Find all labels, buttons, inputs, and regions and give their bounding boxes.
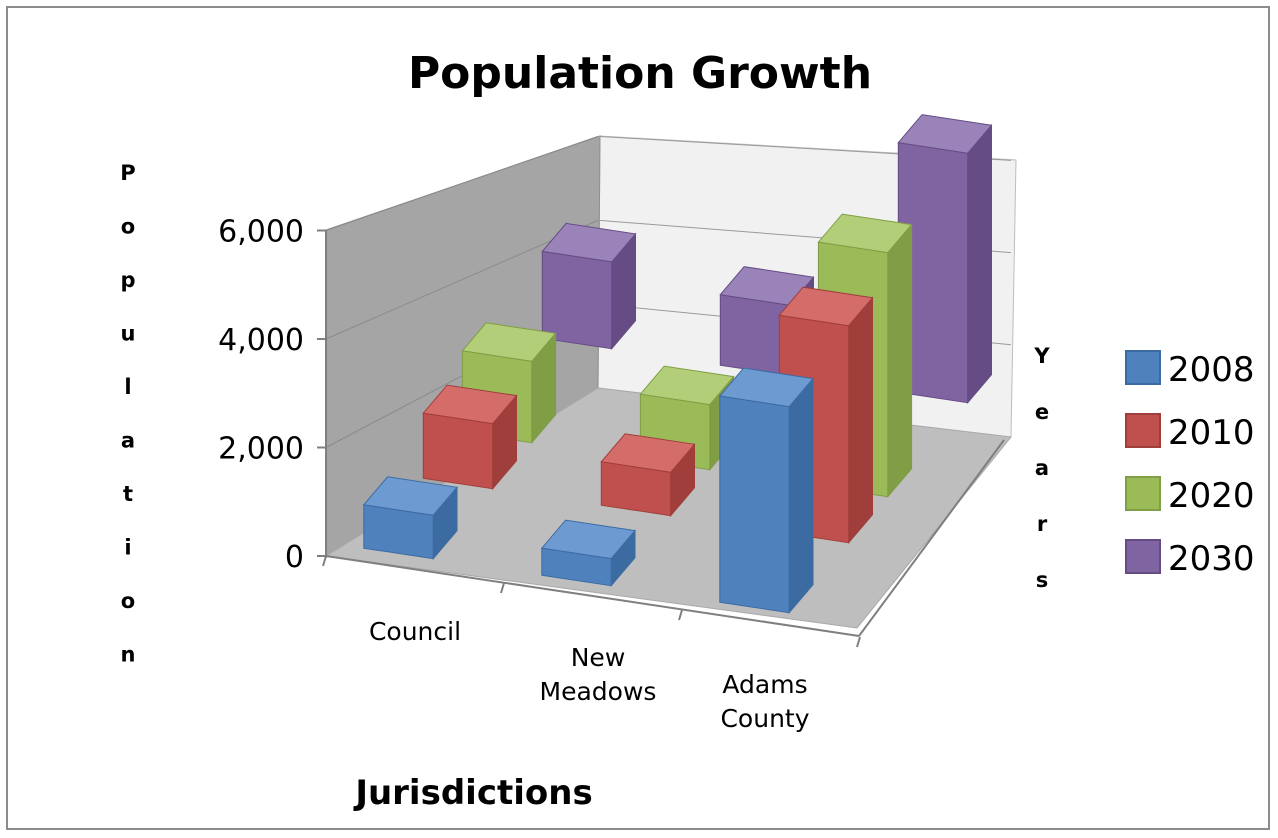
bars — [362, 114, 993, 615]
bar-side — [848, 296, 873, 545]
bar-side — [887, 223, 913, 499]
x-axis-line — [325, 555, 860, 637]
bar-new-meadows-2008 — [540, 519, 636, 588]
bar-top — [718, 367, 814, 408]
axis-title-letter: t — [123, 482, 133, 506]
axis-title-letter: e — [1035, 400, 1049, 424]
y-axis-labels: 0 2,000 4,000 6,000 — [218, 215, 304, 576]
axis-title-letter: s — [1036, 568, 1049, 592]
bar-adams-county-2008 — [718, 367, 814, 615]
bar-top — [541, 222, 637, 263]
legend-label: 2010 — [1168, 413, 1255, 453]
bar-side — [788, 377, 814, 615]
axis-title-letter: i — [124, 536, 131, 560]
bar-top — [817, 213, 913, 254]
bar-front — [422, 412, 494, 490]
bar-council-2010 — [422, 384, 518, 491]
legend-swatch — [1125, 539, 1161, 574]
bar-front — [719, 395, 790, 614]
category-label: Council — [369, 617, 461, 646]
bar-top — [897, 114, 993, 154]
bar-council-2008 — [362, 476, 458, 561]
x-tick — [322, 555, 327, 567]
axis-title-letter: o — [121, 215, 135, 239]
category-label: Meadows — [540, 677, 657, 706]
axis-title-letter: Y — [1033, 344, 1050, 368]
category-label: County — [720, 704, 809, 733]
legend-swatch — [1125, 413, 1161, 448]
y-tick-label: 2,000 — [218, 432, 304, 467]
chart-title: Population Growth — [408, 48, 872, 99]
y-tick-label: 6,000 — [218, 215, 304, 250]
legend-swatch — [1125, 476, 1161, 511]
x-axis-title: Jurisdictions — [353, 773, 592, 813]
legend-item-2030: 2030 — [1125, 539, 1255, 579]
legend-label: 2020 — [1168, 476, 1255, 516]
x-tick — [678, 609, 683, 621]
x-tick — [500, 582, 505, 594]
bar-top — [600, 433, 696, 473]
category-labels: Council New Meadows Adams County — [369, 617, 810, 733]
axis-title-letter: l — [124, 375, 131, 399]
bar-side — [967, 123, 992, 405]
chart: Population Growth 0 2,000 4,000 6,000 Po p u l… — [120, 48, 1255, 813]
legend-item-2008: 2008 — [1125, 350, 1255, 390]
legend-label: 2030 — [1168, 539, 1255, 579]
axis-title-letter: P — [120, 161, 135, 185]
legend-item-2020: 2020 — [1125, 476, 1255, 516]
bar-top — [540, 519, 636, 560]
depth-axis-line — [858, 439, 1005, 637]
depth-axis-title: Ye a r s — [1033, 344, 1050, 592]
y-tick-label: 0 — [285, 540, 304, 575]
x-axis-ticks — [322, 555, 861, 648]
legend-swatch — [1125, 350, 1161, 385]
axis-title-letter: o — [121, 589, 135, 613]
axis-title-letter: p — [120, 268, 135, 292]
category-label: Adams — [722, 670, 807, 699]
bar-adams-county-2030 — [897, 114, 993, 405]
legend-label: 2008 — [1168, 350, 1255, 390]
bar-top — [778, 286, 874, 327]
bar-top — [362, 476, 458, 516]
gridline-side — [325, 135, 599, 231]
bar-top — [719, 266, 815, 306]
bar-top — [422, 384, 518, 425]
y-tick-label: 4,000 — [218, 323, 304, 358]
y-axis-title: Po p u l a t i o n — [120, 161, 135, 667]
legend: 2008 2010 2020 2030 — [1125, 350, 1255, 579]
legend-item-2010: 2010 — [1125, 413, 1255, 453]
x-tick — [856, 636, 861, 648]
axis-title-letter: n — [121, 643, 136, 667]
bar-top — [461, 322, 557, 362]
axis-title-letter: a — [1035, 456, 1049, 480]
axis-title-letter: u — [121, 322, 136, 346]
bar-new-meadows-2010 — [600, 433, 696, 518]
bar-council-2030 — [541, 222, 637, 351]
axis-title-letter: a — [121, 429, 135, 453]
category-label: New — [571, 643, 626, 672]
bar-top — [639, 365, 735, 406]
axis-title-letter: r — [1037, 512, 1048, 536]
y-axis-ticks — [317, 229, 326, 557]
